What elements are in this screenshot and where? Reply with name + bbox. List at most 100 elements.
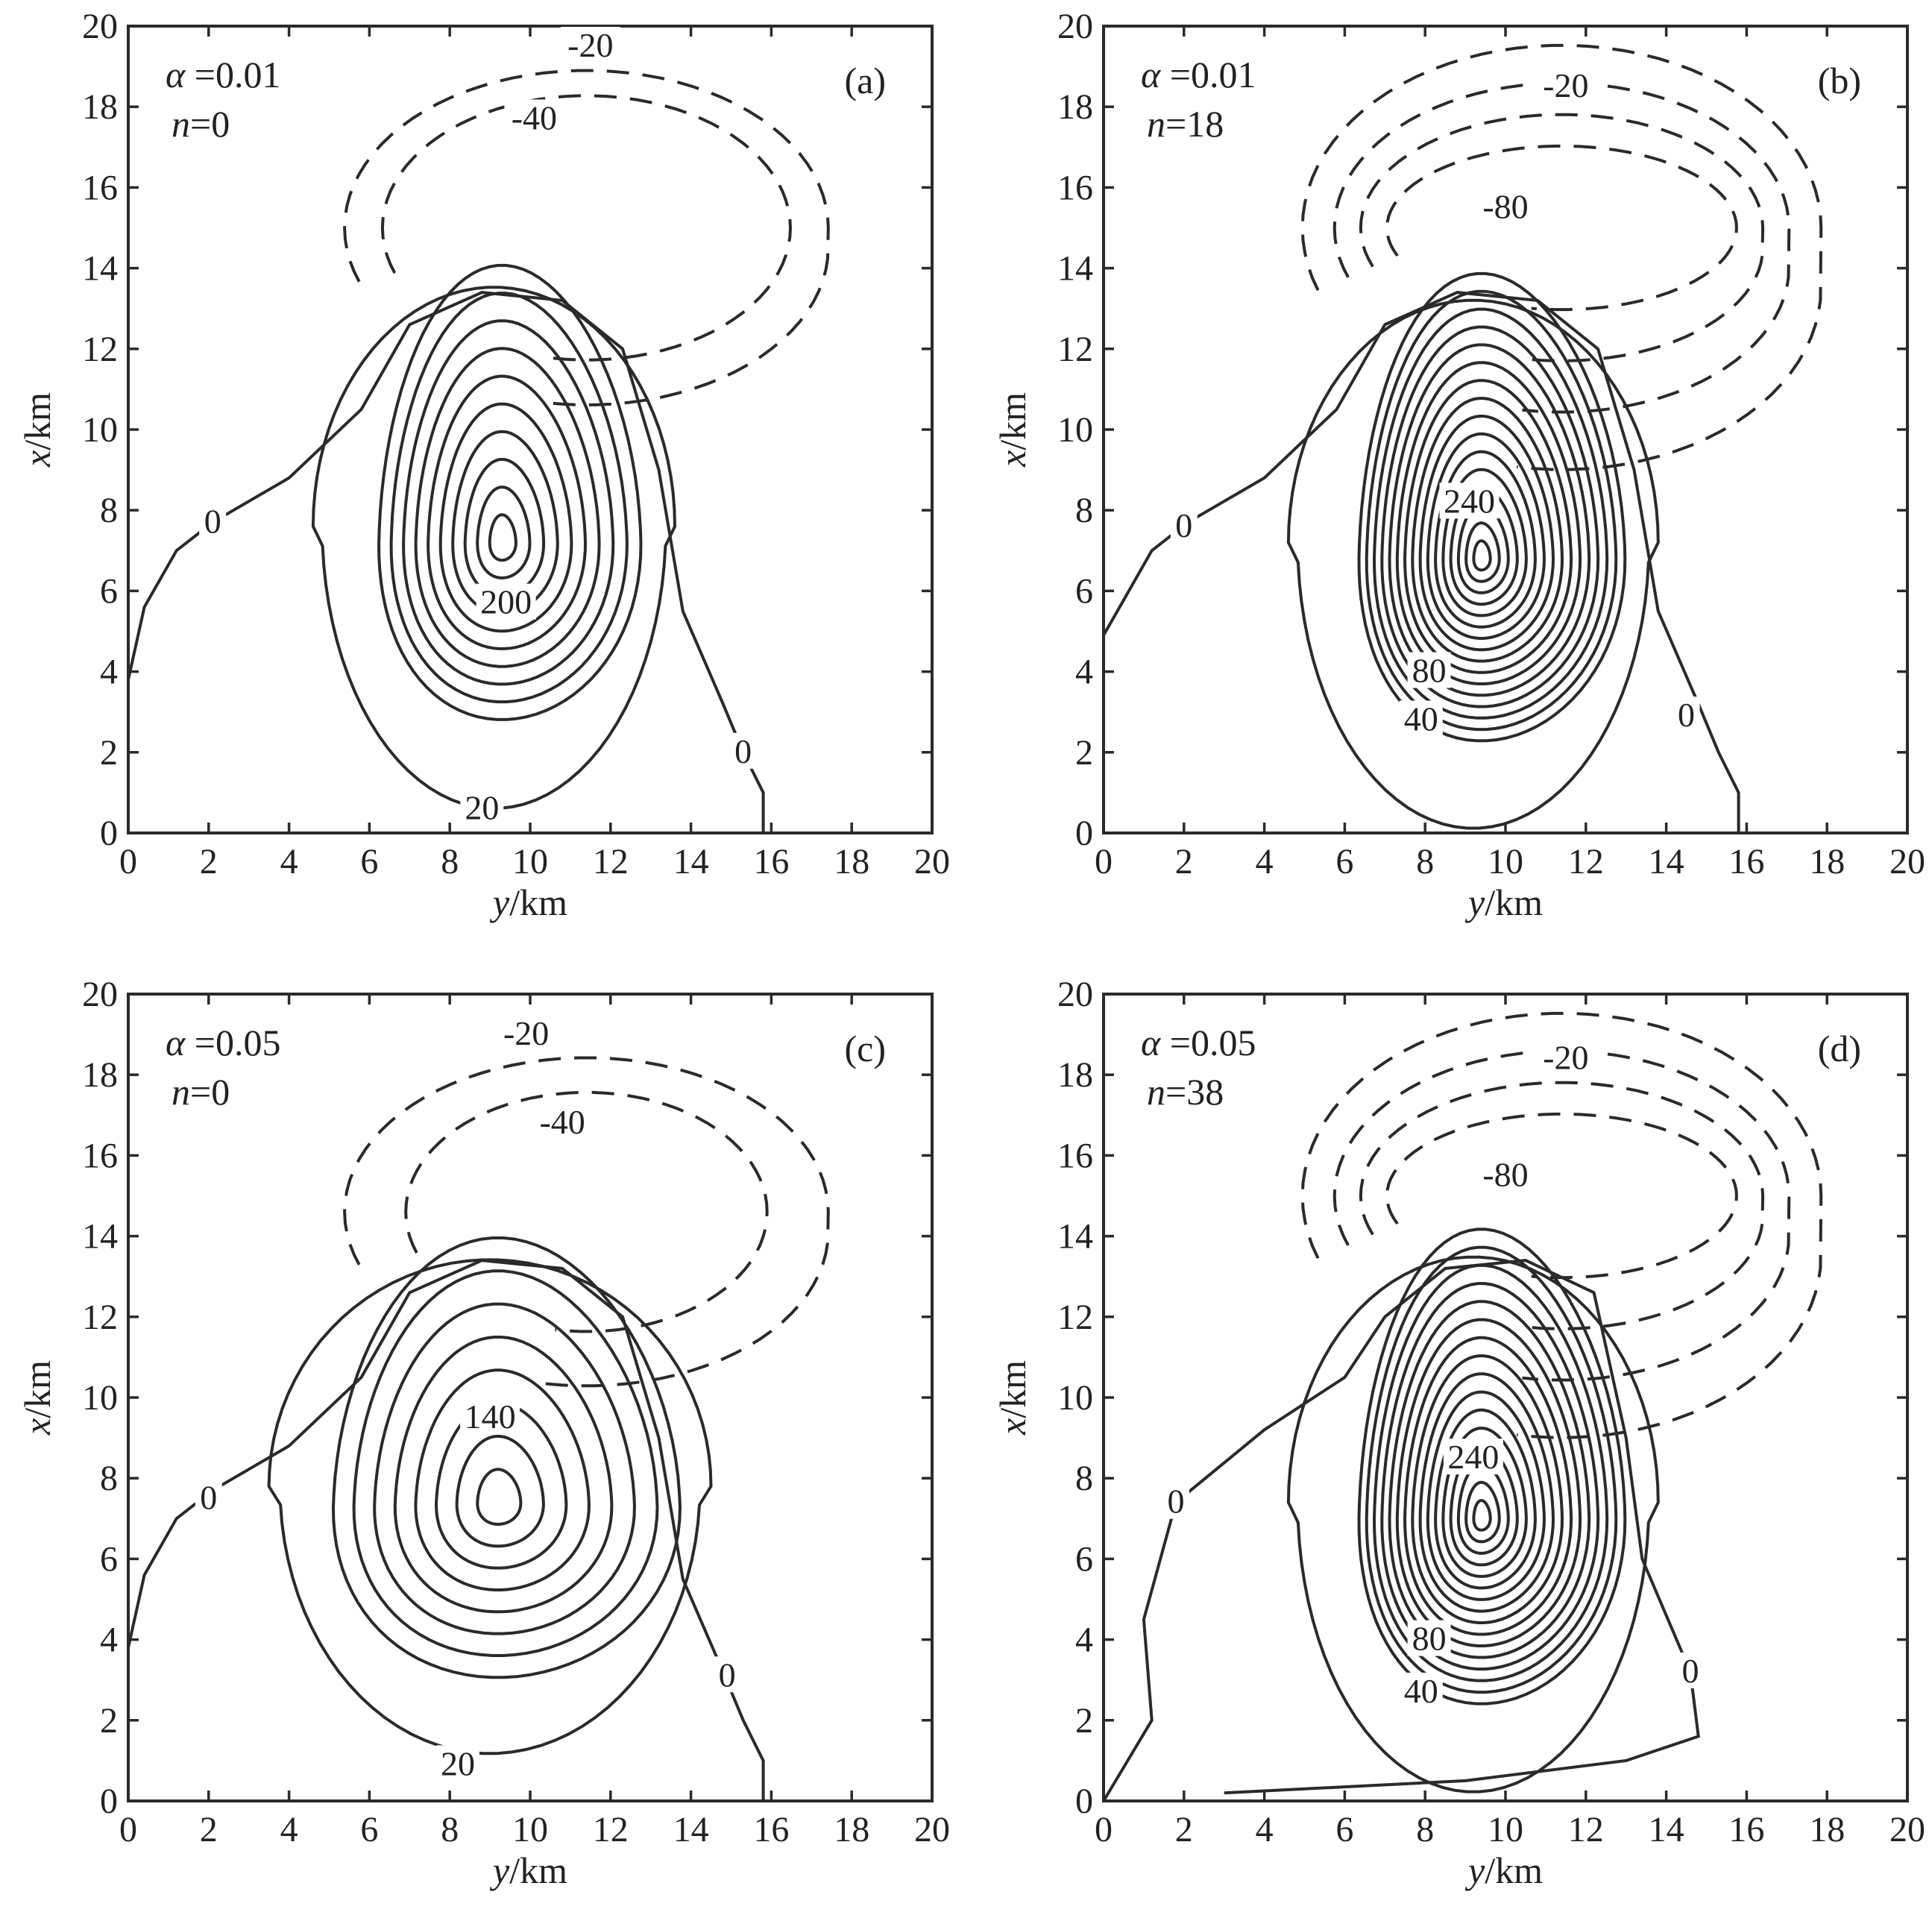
positive-contour	[1357, 271, 1627, 743]
positive-contour	[438, 402, 573, 633]
contour-label: -20	[1543, 1039, 1588, 1077]
x-tick-label: 6	[1335, 1810, 1353, 1849]
y-tick-label: 16	[82, 1136, 118, 1175]
positive-contour	[476, 1468, 523, 1526]
contour-lines	[128, 1056, 830, 1801]
negative-contour	[1300, 43, 1823, 471]
contour-label: -40	[512, 98, 557, 136]
contour-label-bg	[1535, 67, 1596, 104]
positive-contour	[1434, 450, 1537, 629]
y-tick-label: 16	[82, 168, 118, 207]
y-tick-label: 8	[100, 1459, 118, 1498]
y-tick-label: 6	[100, 571, 118, 611]
y-axis-label: x/km	[16, 1360, 58, 1436]
y-tick-label: 20	[82, 975, 118, 1014]
negative-contour	[1359, 113, 1765, 362]
positive-contour	[455, 1435, 545, 1548]
zero-contour	[128, 1259, 765, 1801]
x-tick-label: 18	[1809, 1810, 1845, 1849]
x-axis-label: y/km	[489, 881, 567, 923]
y-tick-label: 12	[82, 1298, 118, 1337]
negative-contour	[1359, 1081, 1765, 1330]
contour-lines	[128, 69, 830, 833]
contour-label: 40	[1404, 700, 1438, 738]
positive-contour	[1372, 307, 1609, 720]
negative-contour	[343, 69, 830, 406]
positive-contour	[1395, 361, 1582, 685]
x-axis-label: y/km	[1464, 1849, 1543, 1891]
positive-contour	[1372, 1263, 1609, 1682]
y-tick-label: 2	[1075, 733, 1093, 773]
positive-contour	[1380, 1282, 1600, 1671]
y-tick-label: 4	[100, 653, 118, 692]
y-tick-label: 4	[1075, 1620, 1093, 1660]
y-tick-label: 14	[1057, 1217, 1093, 1257]
contour-label: 0	[204, 502, 221, 540]
y-tick-label: 20	[1057, 975, 1093, 1014]
contour-label: -80	[1482, 187, 1528, 225]
x-tick-label: 2	[1175, 1810, 1193, 1849]
y-tick-label: 18	[82, 87, 118, 127]
positive-contour	[1441, 468, 1528, 617]
x-tick-label: 2	[200, 1810, 218, 1849]
contour-label: 0	[719, 1656, 736, 1694]
x-tick-label: 0	[1095, 842, 1113, 881]
alpha-param: α =0.05	[1141, 1022, 1256, 1063]
x-tick-label: 14	[1649, 842, 1684, 881]
x-tick-label: 16	[753, 842, 789, 881]
positive-contour	[1418, 1372, 1555, 1613]
x-tick-label: 10	[512, 842, 548, 881]
y-tick-label: 0	[1075, 1782, 1093, 1821]
y-tick-label: 4	[1075, 653, 1093, 692]
x-tick-label: 18	[834, 842, 869, 881]
x-tick-label: 6	[360, 1810, 378, 1849]
panel-c: 0 2 4 6 8 10 12 14 16 18 20 0 2 4 6 8 10 12 14 16 18 20 y/km x/…	[16, 975, 950, 1891]
y-axis-label: x/km	[992, 392, 1033, 468]
contour-20	[1286, 298, 1660, 830]
positive-contour	[1365, 289, 1618, 732]
contour-label-bg	[460, 1398, 520, 1435]
contour-label: 0	[1678, 696, 1695, 734]
y-tick-label: 20	[1057, 7, 1093, 46]
y-tick-label: 2	[100, 1701, 118, 1741]
positive-contour	[331, 1236, 682, 1679]
contour-label-bg	[1407, 652, 1451, 688]
x-tick-label: 8	[441, 842, 459, 881]
negative-contour	[1300, 1011, 1823, 1439]
x-tick-label: 4	[280, 1810, 298, 1849]
contour-label: 0	[1168, 1483, 1185, 1521]
x-tick-label: 10	[1488, 842, 1523, 881]
contour-label: 0	[734, 732, 752, 770]
contour-label-bg	[460, 789, 504, 826]
x-tick-label: 8	[441, 1810, 459, 1849]
positive-contour	[402, 319, 615, 686]
y-tick-label: 0	[100, 1782, 118, 1821]
negative-contour	[1385, 144, 1738, 312]
contour-lines	[1104, 1011, 1823, 1801]
contour-label: 0	[1175, 506, 1192, 544]
positive-contour	[1411, 1354, 1564, 1624]
x-tick-label: 0	[1095, 1810, 1113, 1849]
contour-label-bg	[1170, 506, 1198, 543]
positive-contour	[414, 347, 601, 668]
negative-contour	[1332, 1049, 1791, 1382]
positive-contour	[1418, 415, 1555, 652]
y-tick-label: 8	[100, 491, 118, 530]
x-tick-label: 14	[673, 1810, 709, 1849]
contour-label: 140	[465, 1398, 516, 1436]
x-tick-label: 20	[914, 1810, 950, 1849]
negative-contour	[1332, 81, 1791, 414]
y-tick-label: 8	[1075, 1459, 1093, 1498]
alpha-param: α =0.01	[1141, 54, 1256, 95]
contour-label: -20	[1543, 66, 1588, 104]
x-tick-label: 2	[200, 842, 218, 881]
x-tick-label: 16	[753, 1810, 789, 1849]
contour-label-bg	[729, 732, 757, 769]
panel-label: (d)	[1818, 1028, 1861, 1069]
positive-contour	[1426, 1390, 1546, 1601]
positive-contour	[1411, 397, 1564, 663]
contour-label-bg	[1443, 1439, 1503, 1475]
x-tick-label: 0	[119, 1810, 137, 1849]
